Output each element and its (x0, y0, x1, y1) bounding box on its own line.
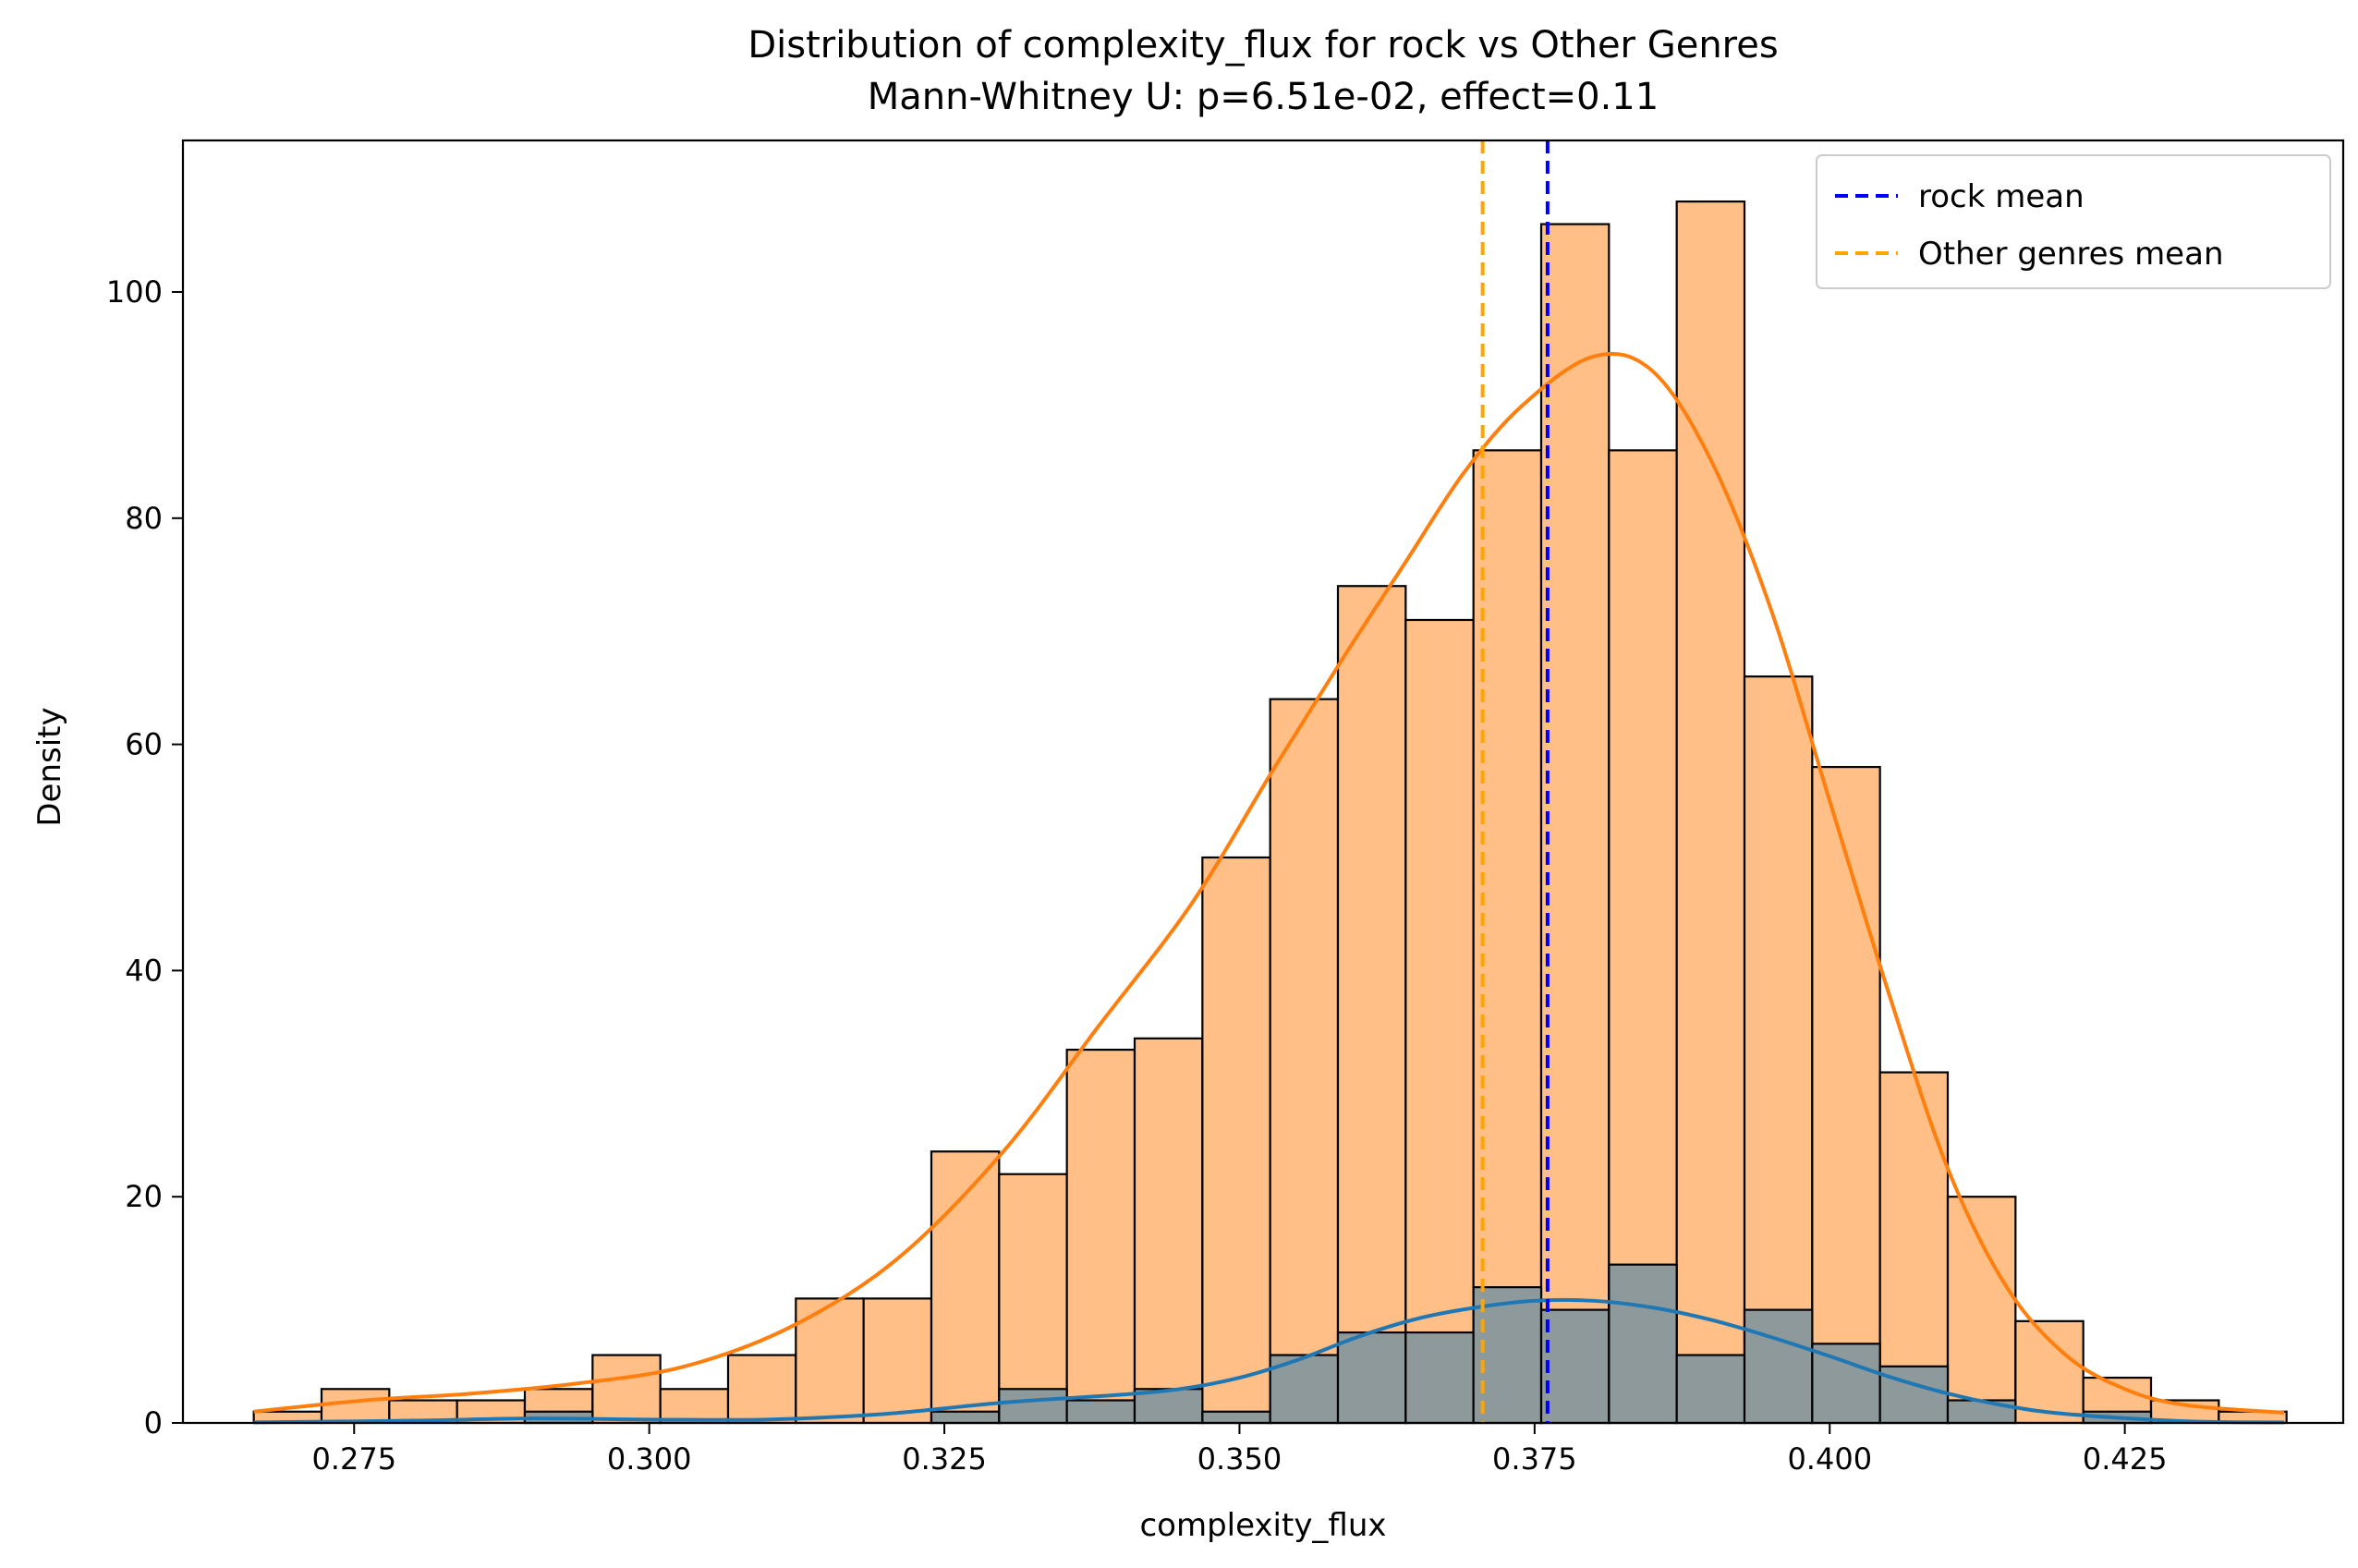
bar-rock (1675, 1354, 1746, 1425)
bar-rock (1878, 1365, 1950, 1425)
x-tick-label: 0.275 (311, 1441, 396, 1477)
bar-rock (998, 1388, 1068, 1425)
bar-other-genres (1675, 200, 1746, 1425)
bar-rock (930, 1410, 1001, 1425)
bar-other-genres (320, 1388, 391, 1425)
x-tick-label: 0.375 (1492, 1441, 1577, 1477)
legend: rock mean Other genres mean (1816, 154, 2331, 289)
bar-other-genres (862, 1297, 933, 1425)
legend-box (1816, 154, 2331, 289)
plot-area: 0.275 0.300 0.325 0.350 0.375 0.400 0.425 0 20 40… (106, 139, 2345, 1477)
x-tick-label: 0.325 (902, 1441, 987, 1477)
bar-other-genres (1269, 698, 1340, 1425)
bar-rock (1065, 1399, 1136, 1425)
bar-other-genres (1133, 1037, 1204, 1425)
legend-label: Other genres mean (1918, 236, 2224, 273)
bar-rock (1133, 1388, 1204, 1425)
chart-title: Distribution of complexity_flux for rock… (748, 24, 1778, 67)
kde-line-rock (253, 1297, 2285, 1425)
chart-subtitle: Mann-Whitney U: p=6.51e-02, effect=0.11 (868, 76, 1659, 118)
bar-rock (1608, 1263, 1678, 1425)
bar-rock (1404, 1331, 1475, 1425)
y-tick-label: 80 (125, 501, 163, 536)
bar-other-genres (1404, 618, 1475, 1425)
y-tick-label: 40 (125, 953, 163, 988)
x-tick-label: 0.425 (2083, 1441, 2168, 1477)
legend-label: rock mean (1918, 178, 2085, 215)
kde-line-other-genres (253, 351, 2285, 1415)
bar-other-genres (1811, 765, 1881, 1425)
x-tick-label: 0.350 (1197, 1441, 1282, 1477)
x-tick-label: 0.400 (1787, 1441, 1872, 1477)
bar-other-genres (998, 1173, 1068, 1425)
bar-other-genres (1539, 223, 1610, 1425)
bar-rock (1743, 1308, 1814, 1425)
bar-other-genres (1608, 449, 1678, 1425)
bar-rock (1336, 1331, 1407, 1425)
y-tick-label: 60 (125, 727, 163, 762)
y-axis-label: Density (31, 707, 68, 826)
bar-rock (1811, 1343, 1881, 1425)
bar-other-genres (1946, 1196, 2017, 1425)
x-tick-label: 0.300 (607, 1441, 692, 1477)
plot-frame (181, 139, 2345, 1425)
x-axis-label: complexity_flux (1139, 1507, 1386, 1544)
y-tick-label: 20 (125, 1179, 163, 1214)
bar-rock (1946, 1399, 2017, 1425)
bar-other-genres (726, 1354, 797, 1425)
bar-other-genres (1201, 856, 1271, 1425)
bar-other-genres (1472, 449, 1543, 1425)
y-tick-label: 100 (106, 274, 163, 310)
bar-other-genres (1065, 1048, 1136, 1425)
bar-rock (1201, 1410, 1271, 1425)
bar-other-genres (591, 1354, 662, 1425)
bar-other-genres (1336, 585, 1407, 1425)
y-tick-label: 0 (144, 1405, 163, 1440)
bar-rock (1539, 1308, 1610, 1425)
bar-rock (1472, 1286, 1543, 1425)
bar-other-genres (1743, 675, 1814, 1425)
